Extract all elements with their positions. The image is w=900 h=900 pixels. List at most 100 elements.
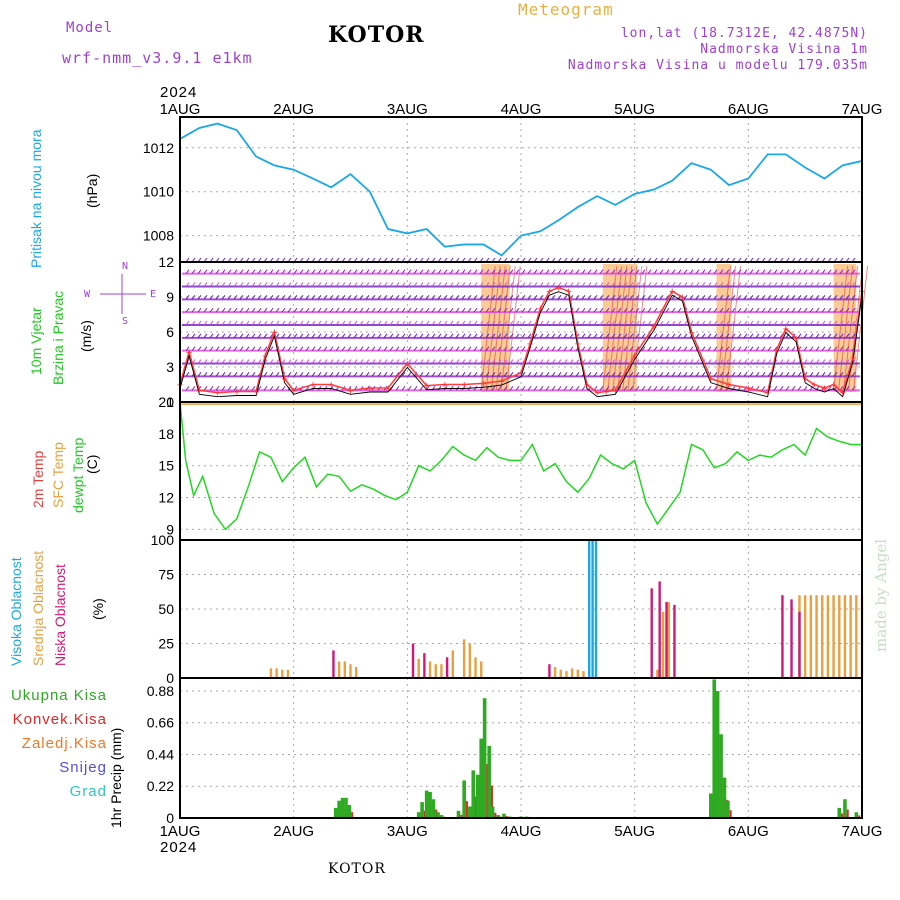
wind-barb-tick (263, 372, 268, 377)
wind-barb-tick (809, 372, 814, 377)
model-label: Model (66, 20, 114, 36)
wind-barb-tick (551, 386, 556, 391)
wind-barb-tick (473, 333, 478, 339)
wind-barb-tick (377, 307, 382, 313)
precip-total-bar (709, 793, 713, 817)
wind-barb-tick (485, 333, 490, 339)
wind-barb-tick (287, 282, 292, 287)
wind-barb-tick (629, 307, 634, 313)
strong-wind-area (833, 264, 857, 392)
wind-barb-tick (575, 295, 580, 300)
wind-barb-tick (341, 320, 346, 326)
wind-barb-tick (503, 307, 508, 313)
cloud-mid-bar (275, 668, 278, 677)
wind-barb-tick (479, 307, 484, 313)
wind-barb-tick (827, 282, 832, 287)
cloud-mid-bar (553, 666, 557, 677)
wind-barb-tick (599, 346, 604, 351)
wind-barb-tick (773, 346, 778, 351)
wind-barb-tick (719, 307, 724, 313)
cloud-mid-bar (656, 669, 659, 677)
wind-barb-tick (299, 346, 304, 351)
wind-barb-tick (203, 372, 208, 377)
wind-barb-tick (713, 269, 718, 274)
wind-barb-tick (851, 333, 856, 339)
wind-barb-tick (419, 295, 424, 300)
wind-barb-tick (725, 269, 730, 274)
wind-barb-tick (605, 282, 610, 287)
wind-barb-tick (461, 359, 466, 364)
wind-barb-tick (749, 282, 754, 287)
wind-barb-tick (335, 307, 340, 313)
cloud-mid-bar (559, 669, 562, 677)
wind-barb-tick (677, 346, 682, 351)
wind-barb-tick (551, 346, 556, 351)
wind-barb-tick (287, 359, 292, 364)
wind-barb-tick (761, 320, 766, 326)
precip-convective-bar (494, 812, 497, 817)
wind-barb-tick (437, 346, 442, 351)
wind-barb-tick (407, 282, 412, 287)
wind-barb-tick (335, 333, 340, 339)
wind-barb-tick (503, 346, 508, 351)
wind-barb-tick (533, 269, 538, 274)
wind-barb-tick (263, 346, 268, 351)
wind-barb-tick (599, 282, 604, 287)
wind-barb-tick (707, 386, 712, 391)
wind-barb-tick (329, 333, 334, 339)
wind-barb-tick (485, 346, 490, 351)
precip-total-bar (420, 802, 424, 817)
wind-barb-tick (221, 346, 226, 351)
wind-barb-tick (545, 333, 550, 339)
wind-barb-tick (695, 386, 700, 391)
wind-barb-tick (581, 333, 586, 339)
wind-barb-tick (311, 282, 316, 287)
wind-barb-tick (473, 359, 478, 364)
wind-barb-tick (791, 282, 796, 287)
wind-barb-tick (221, 359, 226, 364)
wind-barb-tick (737, 295, 742, 300)
wind-barb-tick (443, 359, 448, 364)
wind-barb-tick (251, 372, 256, 377)
wind-barb-tick (785, 307, 790, 313)
wind-barb-tick (473, 320, 478, 326)
wind-barb-tick (431, 269, 436, 274)
wind-barb-tick (551, 282, 556, 287)
wind-barb-tick (743, 372, 748, 377)
wind-barb-tick (341, 333, 346, 339)
wind-barb-tick (353, 269, 358, 274)
precip-total-bar (436, 812, 440, 817)
precip-total-bar (490, 806, 495, 817)
wind-barb-tick (449, 320, 454, 326)
wind-barb-tick (815, 320, 820, 326)
y-tick-label: 21 (158, 394, 174, 410)
x-tick-label-bottom: 2AUG (273, 823, 314, 840)
wind-barb-tick (503, 386, 508, 391)
wind-barb-tick (323, 333, 328, 339)
wind-barb-tick (473, 346, 478, 351)
wind-barb-tick (323, 320, 328, 326)
wind-barb-tick (491, 372, 496, 377)
wind-barb-tick (851, 269, 856, 274)
wind-barb-tick (593, 333, 598, 339)
wind-barb-tick (191, 386, 196, 391)
wind-barb-tick (215, 307, 220, 313)
wind-barb-tick (209, 307, 214, 313)
wind-barb-tick (521, 307, 526, 313)
wind-barb-tick (347, 269, 352, 274)
wind-barb-tick (761, 269, 766, 274)
y-tick-label: 15 (158, 458, 174, 474)
wind-barb-tick (227, 346, 232, 351)
wind-barb-tick (233, 282, 238, 287)
wind-barb-tick (329, 359, 334, 364)
precip-total-bar (722, 777, 727, 817)
wind-barb-tick (317, 372, 322, 377)
wind-speed-marker: + (584, 380, 590, 392)
wind-barb-tick (449, 372, 454, 377)
wind-barb-tick (833, 282, 838, 287)
wind-barb-tick (641, 320, 646, 326)
wind-barb-tick (545, 359, 550, 364)
y-tick-label: 0.44 (147, 746, 174, 762)
wind-barb-tick (647, 333, 652, 339)
precip-total-bar (496, 815, 501, 817)
